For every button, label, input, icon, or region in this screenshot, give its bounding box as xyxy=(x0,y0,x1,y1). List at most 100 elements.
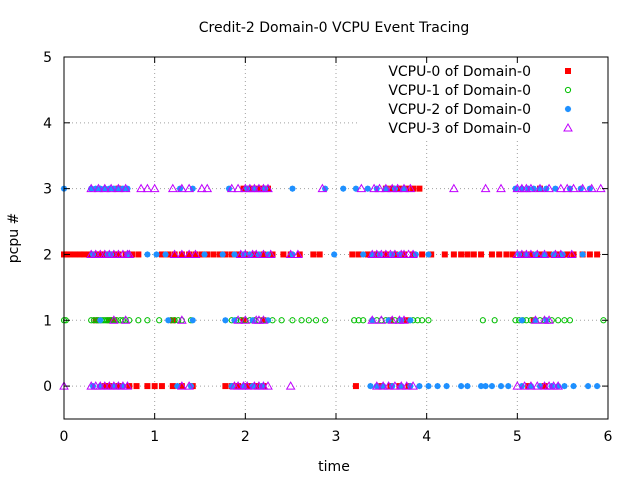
data-point xyxy=(566,317,574,324)
data-point xyxy=(385,317,392,324)
data-point xyxy=(249,317,256,324)
x-tick-label: 5 xyxy=(513,429,522,445)
data-point xyxy=(310,251,317,258)
data-point xyxy=(177,381,187,390)
x-tick-label: 3 xyxy=(332,429,341,445)
data-point xyxy=(482,382,489,390)
data-point xyxy=(178,251,185,258)
data-point xyxy=(530,315,541,324)
data-point xyxy=(240,249,251,258)
data-point xyxy=(526,249,536,258)
data-point xyxy=(340,185,347,192)
data-point xyxy=(544,315,554,324)
data-point xyxy=(80,251,87,258)
data-point xyxy=(477,382,485,390)
data-point xyxy=(158,251,165,258)
data-point xyxy=(219,251,226,258)
data-point xyxy=(479,317,486,324)
data-point xyxy=(541,383,548,390)
data-point xyxy=(202,183,213,193)
data-point xyxy=(586,251,593,258)
data-point xyxy=(532,249,543,258)
data-point xyxy=(77,251,84,258)
data-point xyxy=(396,381,407,390)
data-point xyxy=(509,251,516,258)
data-point xyxy=(355,251,362,258)
data-point xyxy=(115,251,122,258)
data-point xyxy=(120,315,131,324)
data-point xyxy=(149,183,160,193)
y-tick-label: 4 xyxy=(43,116,52,132)
data-point xyxy=(278,317,285,324)
data-point xyxy=(470,251,477,258)
data-point xyxy=(201,251,208,258)
data-point xyxy=(367,382,374,390)
legend-label: VCPU-1 of Domain-0 xyxy=(388,83,531,99)
data-point xyxy=(496,183,506,193)
x-tick-label: 1 xyxy=(150,429,159,445)
data-point xyxy=(539,249,550,258)
data-point xyxy=(408,249,418,258)
series-vcpu-1 xyxy=(60,317,607,324)
legend-background xyxy=(358,60,604,138)
data-point xyxy=(383,381,394,390)
data-point xyxy=(158,383,165,390)
data-point xyxy=(349,251,356,258)
data-point xyxy=(535,183,545,193)
data-point xyxy=(458,251,465,258)
data-point xyxy=(491,317,498,324)
data-point xyxy=(457,382,465,390)
data-point xyxy=(390,249,400,258)
legend-marker xyxy=(565,68,571,74)
data-point xyxy=(93,251,100,258)
data-point xyxy=(97,251,104,258)
data-point xyxy=(579,251,586,258)
data-point xyxy=(371,381,382,390)
data-point xyxy=(399,315,409,324)
data-point xyxy=(518,317,526,324)
data-point xyxy=(512,381,523,390)
data-point xyxy=(526,381,536,390)
data-point xyxy=(594,251,601,258)
data-point xyxy=(162,251,169,258)
data-point xyxy=(233,381,243,390)
data-point xyxy=(231,251,238,258)
data-point xyxy=(167,183,178,193)
data-point xyxy=(564,251,571,258)
data-point xyxy=(317,183,328,193)
data-point xyxy=(562,183,573,193)
data-point xyxy=(425,317,432,324)
data-point xyxy=(192,251,199,258)
legend-item: VCPU-1 of Domain-0 xyxy=(388,83,572,99)
data-point xyxy=(416,185,423,192)
data-point xyxy=(356,183,367,193)
y-tick-label: 3 xyxy=(43,182,52,198)
legend: VCPU-0 of Domain-0 VCPU-1 of Domain-0 VCPU… xyxy=(388,64,573,137)
data-point xyxy=(505,382,512,390)
data-point xyxy=(184,381,194,390)
data-point xyxy=(497,382,505,390)
data-point xyxy=(419,317,426,324)
data-point xyxy=(260,317,267,324)
data-point xyxy=(544,183,554,193)
data-point xyxy=(360,251,367,258)
legend-item: VCPU-3 of Domain-0 xyxy=(388,121,573,137)
data-point xyxy=(186,251,193,258)
data-point xyxy=(378,381,389,390)
data-point xyxy=(546,251,553,258)
data-point xyxy=(235,383,242,390)
data-point xyxy=(305,317,312,324)
data-point xyxy=(109,315,119,324)
data-point xyxy=(293,249,303,258)
data-point xyxy=(322,317,329,324)
data-point xyxy=(153,251,160,258)
data-point xyxy=(177,249,187,258)
data-point xyxy=(527,251,534,258)
data-point xyxy=(285,381,296,390)
legend-label: VCPU-0 of Domain-0 xyxy=(388,64,531,80)
data-point xyxy=(478,251,485,258)
data-point xyxy=(171,251,178,258)
data-point xyxy=(419,251,426,258)
data-point xyxy=(503,251,510,258)
